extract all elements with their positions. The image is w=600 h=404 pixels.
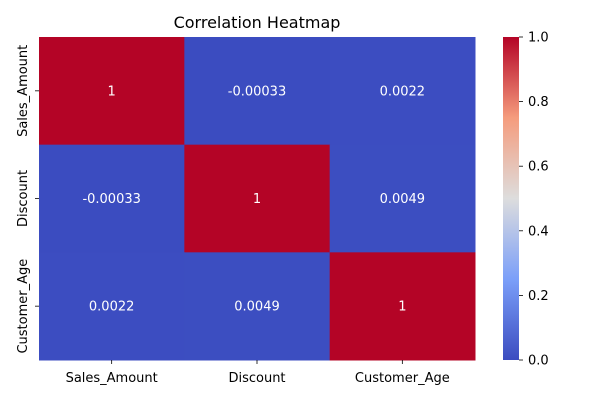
cell-value-label: 1 (108, 84, 116, 99)
y-axis: Sales_Amount Discount Customer_Age (16, 45, 39, 354)
cell-value-label: 0.0022 (89, 300, 135, 315)
colorbar-tick-label: 1.0 (528, 31, 549, 46)
colorbar-tick-label: 0.6 (528, 160, 549, 175)
colorbar-tick-label: 0.0 (528, 354, 549, 369)
x-tick-label: Discount (228, 371, 285, 386)
colorbar-tick-label: 0.4 (528, 224, 549, 239)
heatmap-cell (329, 252, 476, 361)
y-tick-label: Sales_Amount (16, 45, 31, 137)
x-tick-label: Sales_Amount (66, 371, 158, 386)
x-axis: Sales_Amount Discount Customer_Age (66, 360, 450, 386)
cell-value-label: -0.00033 (228, 84, 286, 99)
heatmap-cell (39, 37, 185, 146)
heatmap-cell (184, 37, 331, 146)
colorbar (503, 37, 519, 360)
heatmap-cells (39, 37, 476, 361)
colorbar-ticks: 0.0 0.2 0.4 0.6 0.8 1.0 (519, 31, 549, 369)
heatmap-cell (39, 252, 185, 361)
cell-value-label: 0.0022 (380, 84, 426, 99)
y-tick-label: Customer_Age (16, 259, 31, 354)
colorbar-gradient (503, 37, 519, 360)
heatmap-cell (39, 144, 185, 253)
cell-value-label: 1 (398, 300, 406, 315)
cell-annotations: 1 -0.00033 0.0022 -0.00033 1 0.0049 0.0022 0.00… (82, 84, 425, 314)
heatmap-cell (329, 37, 476, 146)
cell-value-label: 0.0049 (380, 192, 426, 207)
chart-title: Correlation Heatmap (174, 13, 341, 32)
cell-value-label: -0.00033 (82, 192, 140, 207)
heatmap-cell (184, 144, 331, 253)
y-tick-label: Discount (16, 170, 31, 227)
colorbar-tick-label: 0.2 (528, 289, 549, 304)
heatmap-cell (184, 252, 331, 361)
cell-value-label: 0.0049 (234, 300, 280, 315)
x-tick-label: Customer_Age (355, 371, 450, 386)
heatmap-cell (329, 144, 476, 253)
cell-value-label: 1 (253, 192, 261, 207)
colorbar-tick-label: 0.8 (528, 95, 549, 110)
